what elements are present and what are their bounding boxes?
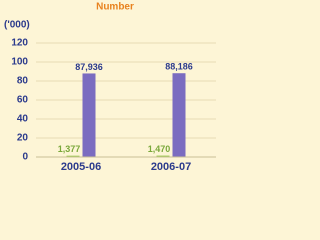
bar xyxy=(66,155,80,157)
y-tick-label: 100 xyxy=(11,57,28,68)
y-tick-label: 20 xyxy=(17,133,29,144)
y-tick-label: 80 xyxy=(17,76,29,87)
bar xyxy=(172,73,186,157)
value-label: 1,377 xyxy=(58,144,81,154)
bar xyxy=(82,73,96,157)
y-tick-label: 60 xyxy=(17,95,29,106)
value-label: 1,470 xyxy=(148,144,171,154)
value-label: 88,186 xyxy=(165,62,193,72)
x-tick-label: 2005-06 xyxy=(61,161,101,173)
chart-title: Number xyxy=(96,2,134,13)
y-tick-label: 40 xyxy=(17,114,29,125)
y-tick-label: 120 xyxy=(11,38,28,49)
chart: Number ('000) 0 20 40 60 80 100 120 2005-06 1,37… xyxy=(0,0,230,173)
y-tick-label: 0 xyxy=(22,152,28,163)
value-label: 87,936 xyxy=(75,62,103,72)
x-tick-label: 2006-07 xyxy=(151,161,191,173)
background xyxy=(0,0,230,173)
y-axis-label: ('000) xyxy=(4,20,30,31)
bar xyxy=(156,155,170,157)
